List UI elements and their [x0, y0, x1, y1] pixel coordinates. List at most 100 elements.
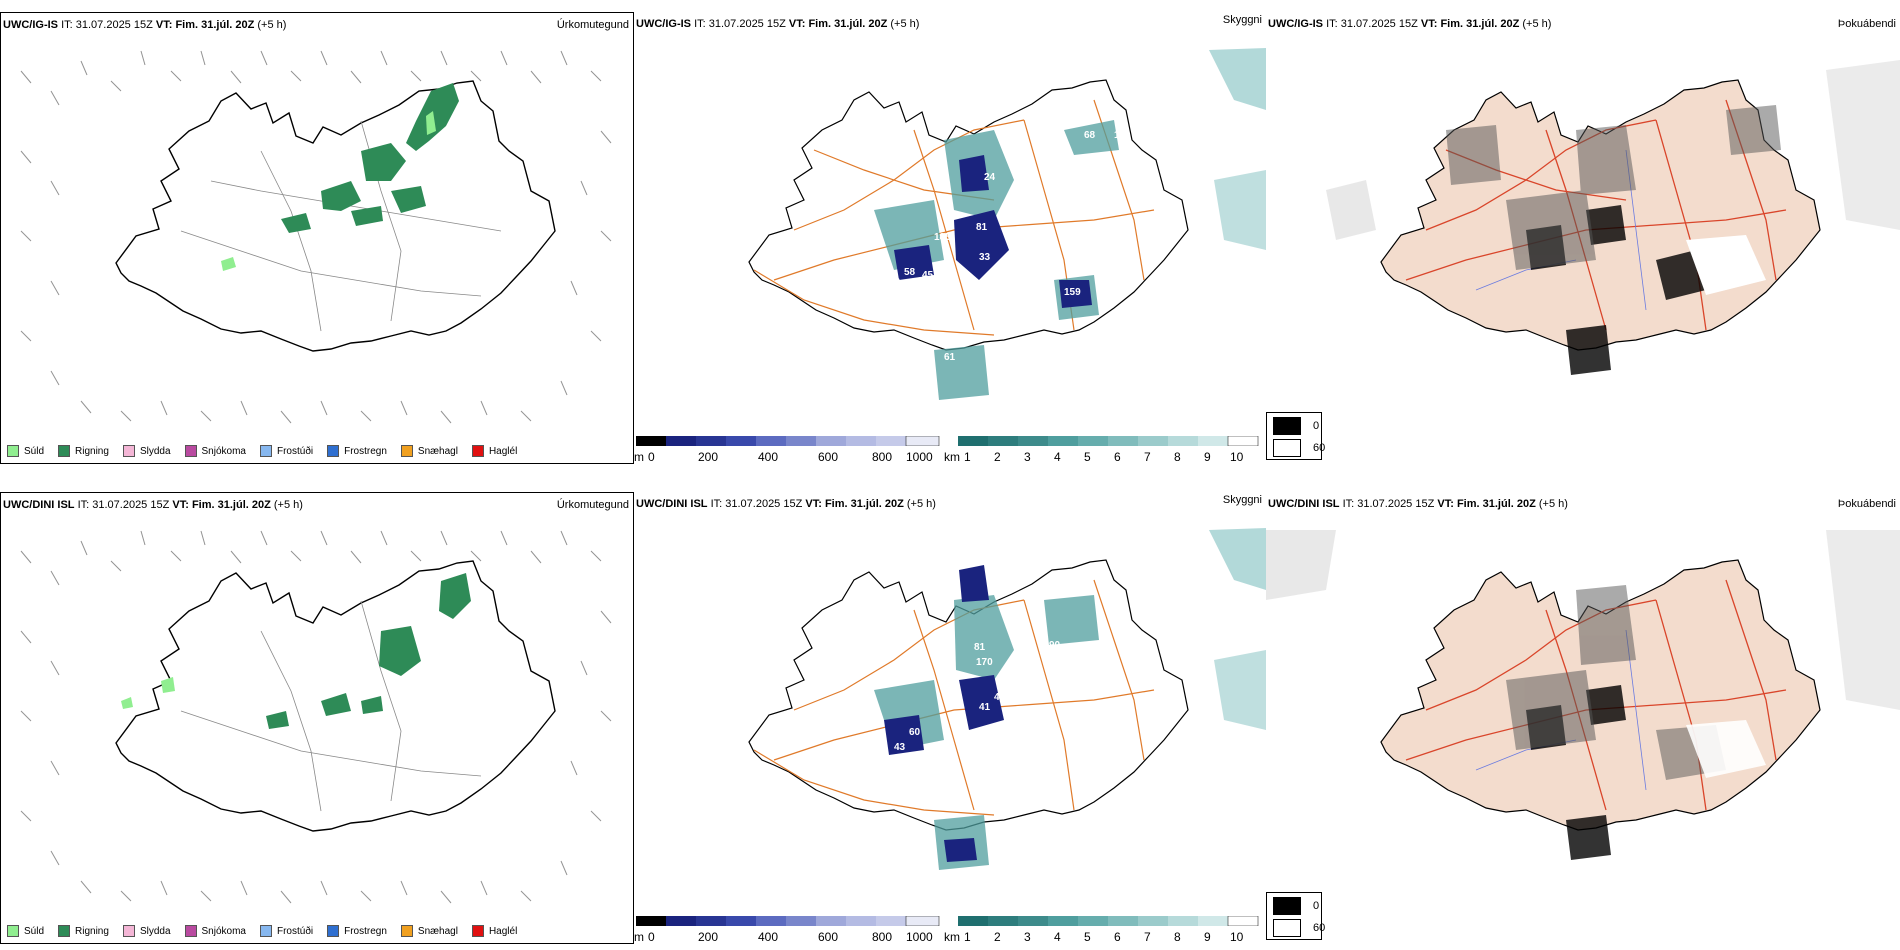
svg-text:15: 15 [1114, 130, 1126, 141]
visibility-tick: 3 [1024, 450, 1031, 464]
ceiling-ramp [636, 916, 940, 926]
ceiling-unit: m [634, 930, 644, 944]
cloud-map: 81 33 185 58 53 45 61 68 15 159 24 [748, 48, 1266, 400]
visibility-tick: 8 [1174, 450, 1181, 464]
panel-fog-row2: UWC/DINI ISL IT: 31.07.2025 15Z VT: Fim.… [1266, 492, 1900, 944]
svg-text:46: 46 [994, 692, 1006, 703]
svg-text:159: 159 [1064, 287, 1081, 298]
legend-item: Rigning [58, 445, 109, 457]
legend-item: Snæhagl [400, 445, 458, 457]
ceiling-tick: 0 [648, 450, 655, 464]
legend-item: Slydda [122, 445, 171, 457]
ceiling-tick: 800 [872, 930, 893, 944]
fog-map [1326, 60, 1900, 375]
legend-item: Snjókoma [184, 925, 246, 937]
svg-text:81: 81 [976, 222, 988, 233]
svg-text:61: 61 [944, 352, 956, 363]
visibility-unit: km [944, 930, 960, 944]
panel-precip-row2: UWC/DINI ISL IT: 31.07.2025 15Z VT: Fim.… [0, 492, 634, 944]
visibility-unit: km [944, 450, 960, 464]
ceiling-tick: 600 [818, 930, 839, 944]
visibility-tick: 9 [1204, 450, 1211, 464]
legend-item: Haglél [471, 445, 517, 457]
svg-text:24: 24 [984, 172, 996, 183]
fog-legend: 0 60 [1266, 412, 1325, 460]
visibility-tick: 4 [1054, 450, 1061, 464]
svg-text:185: 185 [934, 232, 951, 243]
panel-name: Skyggni [1222, 494, 1262, 506]
ceiling-tick: 1000 [906, 450, 933, 464]
panel-cloud-row2: UWC/DINI ISL IT: 31.07.2025 15Z VT: Fim.… [634, 492, 1266, 944]
visibility-tick: 5 [1084, 450, 1091, 464]
ceiling-tick: 800 [872, 450, 893, 464]
visibility-tick: 7 [1144, 450, 1151, 464]
visibility-tick: 6 [1114, 450, 1121, 464]
legend-item: Frostregn [327, 925, 387, 937]
legend-item: Frostúði [259, 925, 313, 937]
legend-item: Frostúði [259, 445, 313, 457]
precip-map [20, 50, 612, 424]
visibility-tick: 1 [964, 930, 971, 944]
visibility-colorbar: km 1 2 3 4 5 6 7 8 9 10 [944, 436, 1264, 464]
visibility-tick: 10 [1230, 450, 1244, 464]
legend-item: Snæhagl [400, 925, 458, 937]
panel-cloud-row1: UWC/IG-IS IT: 31.07.2025 15Z VT: Fim. 31… [634, 12, 1266, 464]
visibility-tick: 10 [1230, 930, 1244, 944]
legend-item: Súld [7, 445, 44, 457]
svg-text:81: 81 [974, 642, 986, 653]
visibility-tick: 2 [994, 930, 1001, 944]
visibility-tick: 8 [1174, 930, 1181, 944]
panel-name: Skyggni [1222, 14, 1262, 26]
ceiling-colorbar: m 0 200 400 600 800 1000 [634, 916, 944, 944]
visibility-tick: 3 [1024, 930, 1031, 944]
svg-text:15: 15 [1114, 600, 1126, 611]
svg-text:33: 33 [979, 252, 991, 263]
legend-item: Frostregn [327, 445, 387, 457]
legend-item: Súld [7, 925, 44, 937]
ceiling-tick: 200 [698, 930, 719, 944]
ceiling-tick: 400 [758, 450, 779, 464]
panel-name: Þokuábendi [1837, 18, 1896, 30]
legend-item: Slydda [122, 925, 171, 937]
panel-name: Þokuábendi [1837, 498, 1896, 510]
cloud-map: 41 60 43 81 170 46 90 15 24 [748, 528, 1266, 870]
legend-item: Haglél [471, 925, 517, 937]
panel-title: UWC/DINI ISL IT: 31.07.2025 15Z VT: Fim.… [3, 499, 303, 511]
visibility-tick: 2 [994, 450, 1001, 464]
legend-item: Snjókoma [184, 445, 246, 457]
visibility-ramp [958, 916, 1259, 926]
fog-legend: 0 60 [1266, 892, 1325, 940]
panel-precip-row1: UWC/IG-IS IT: 31.07.2025 15Z VT: Fim. 31… [0, 12, 634, 464]
legend-item: Rigning [58, 925, 109, 937]
panel-name: Úrkomutegund [556, 19, 629, 31]
fog-map [1266, 530, 1900, 860]
precip-legend: Súld Rigning Slydda Snjókoma Frostúði Fr… [7, 445, 517, 457]
precip-legend: Súld Rigning Slydda Snjókoma Frostúði Fr… [7, 925, 517, 937]
visibility-tick: 7 [1144, 930, 1151, 944]
svg-text:90: 90 [1049, 640, 1061, 651]
visibility-colorbar: km 1 2 3 4 5 6 7 8 9 10 [944, 916, 1264, 944]
ceiling-tick: 0 [648, 930, 655, 944]
svg-text:45: 45 [922, 270, 934, 281]
panel-title: UWC/IG-IS IT: 31.07.2025 15Z VT: Fim. 31… [636, 18, 920, 30]
svg-text:41: 41 [979, 702, 991, 713]
visibility-tick: 6 [1114, 930, 1121, 944]
panel-title: UWC/IG-IS IT: 31.07.2025 15Z VT: Fim. 31… [3, 19, 287, 31]
ceiling-unit: m [634, 450, 644, 464]
visibility-tick: 5 [1084, 930, 1091, 944]
svg-text:43: 43 [894, 742, 906, 753]
visibility-tick: 4 [1054, 930, 1061, 944]
panel-title: UWC/IG-IS IT: 31.07.2025 15Z VT: Fim. 31… [1268, 18, 1552, 30]
visibility-tick: 9 [1204, 930, 1211, 944]
panel-name: Úrkomutegund [556, 499, 629, 511]
svg-text:24: 24 [1104, 582, 1116, 593]
precip-map [20, 530, 612, 904]
svg-text:170: 170 [976, 657, 993, 668]
ceiling-tick: 400 [758, 930, 779, 944]
ceiling-tick: 200 [698, 450, 719, 464]
svg-text:68: 68 [1084, 130, 1096, 141]
svg-text:58: 58 [904, 267, 916, 278]
ceiling-tick: 600 [818, 450, 839, 464]
visibility-ramp [958, 436, 1259, 446]
panel-title: UWC/DINI ISL IT: 31.07.2025 15Z VT: Fim.… [1268, 498, 1568, 510]
